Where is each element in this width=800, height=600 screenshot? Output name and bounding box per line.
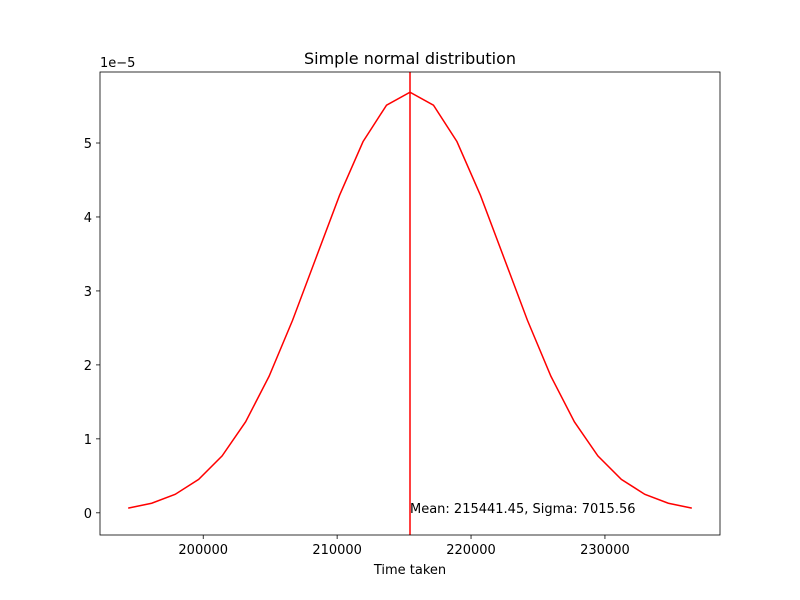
x-tick-label: 220000 — [446, 543, 496, 558]
annotation: Mean: 215441.45, Sigma: 7015.56 — [410, 502, 636, 517]
x-tick-label: 230000 — [580, 543, 630, 558]
x-tick-label: 210000 — [312, 543, 362, 558]
y-tick-label: 0 — [84, 507, 92, 522]
x-tick-label: 200000 — [178, 543, 228, 558]
chart-title: Simple normal distribution — [304, 49, 516, 68]
y-tick-label: 4 — [84, 211, 92, 226]
y-tick-label: 1 — [84, 433, 92, 448]
y-offset-label: 1e−5 — [100, 56, 135, 71]
y-tick-label: 5 — [84, 137, 92, 152]
plot-frame — [99, 71, 721, 536]
y-tick-label: 2 — [84, 359, 92, 374]
x-axis-label: Time taken — [373, 563, 446, 578]
y-tick-label: 3 — [84, 285, 92, 300]
